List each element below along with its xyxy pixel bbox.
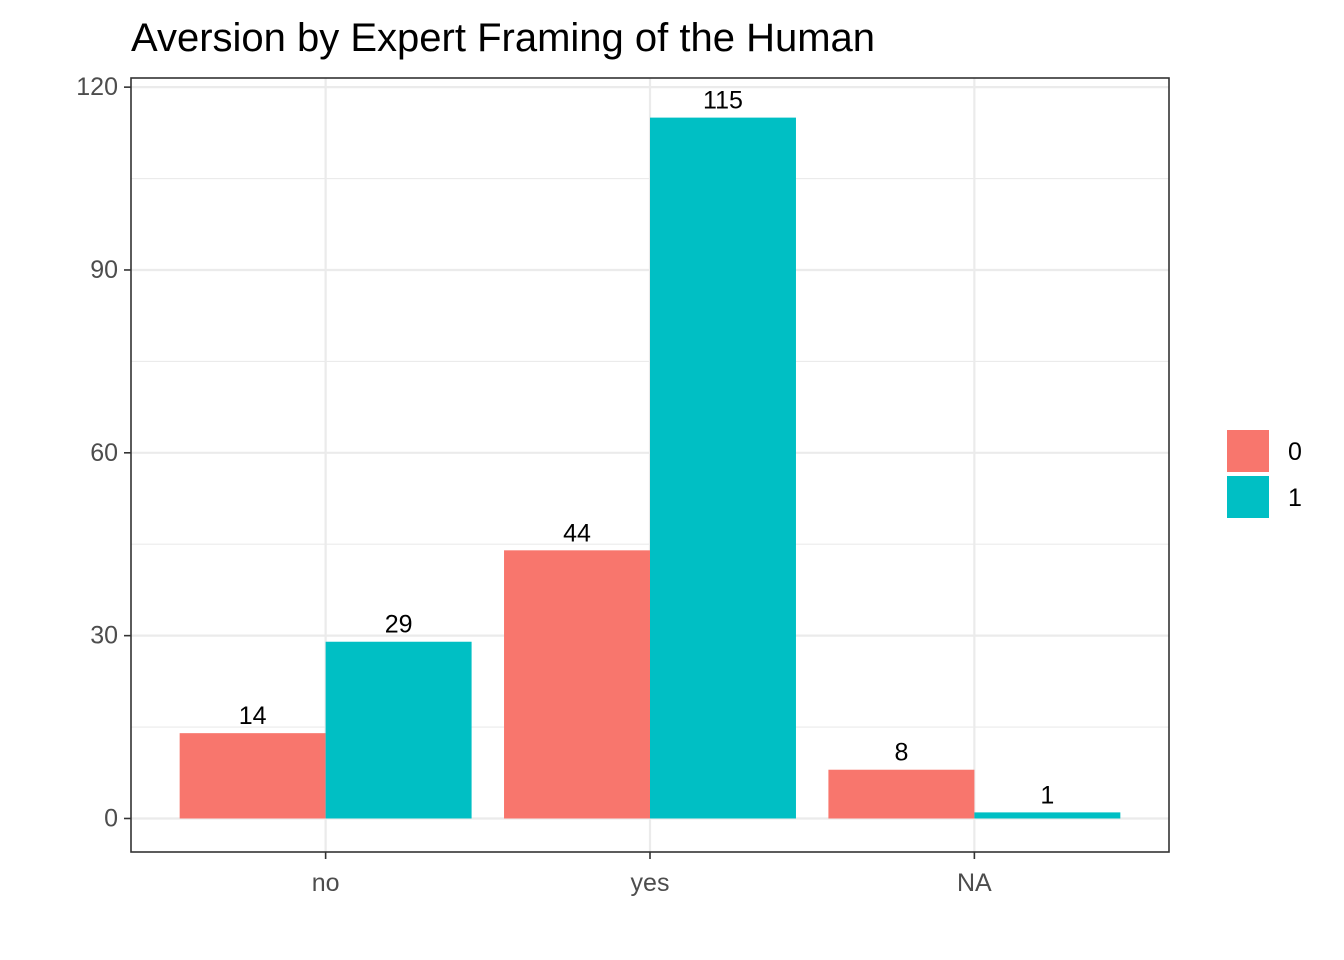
x-axis: no yes NA <box>312 852 992 897</box>
legend-label: 0 <box>1288 438 1302 466</box>
y-tick-label: 0 <box>104 804 118 832</box>
data-label: 8 <box>894 739 908 767</box>
x-tick-label: NA <box>957 869 992 897</box>
chart-title: Aversion by Expert Framing of the Human <box>131 16 875 60</box>
bar-na-series-1 <box>974 812 1121 819</box>
y-tick-label: 90 <box>90 256 118 284</box>
data-label: 115 <box>703 87 743 115</box>
bar-no-series-0 <box>179 733 326 819</box>
legend: 01 <box>1227 430 1302 518</box>
legend-key-0 <box>1227 430 1269 472</box>
data-label: 44 <box>563 519 591 547</box>
data-label: 1 <box>1040 781 1054 809</box>
bar-na-series-0 <box>828 769 975 819</box>
x-tick-label: yes <box>631 869 670 897</box>
bar-yes-series-0 <box>504 550 650 819</box>
data-label: 29 <box>385 611 413 639</box>
x-tick-label: no <box>312 869 340 897</box>
bars-group <box>179 117 1121 819</box>
y-tick-label: 120 <box>76 73 118 101</box>
y-tick-label: 60 <box>90 439 118 467</box>
legend-label: 1 <box>1288 484 1302 512</box>
y-axis: 0 30 60 90 120 <box>76 73 131 832</box>
data-labels-group: 14 44 8 29 115 1 <box>239 87 1055 810</box>
y-tick-label: 30 <box>90 622 118 650</box>
data-label: 14 <box>239 702 267 730</box>
legend-key-1 <box>1227 476 1269 518</box>
bar-yes-series-1 <box>650 117 796 819</box>
bar-no-series-1 <box>325 641 472 819</box>
